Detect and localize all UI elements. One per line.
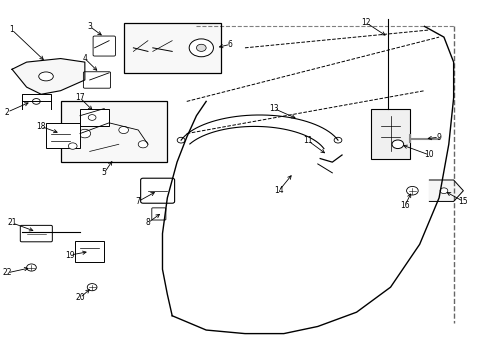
Circle shape: [177, 137, 184, 143]
Text: 13: 13: [269, 104, 278, 113]
Text: 1: 1: [10, 26, 15, 35]
Circle shape: [119, 126, 128, 134]
Text: 5: 5: [102, 168, 106, 177]
Text: 17: 17: [75, 93, 84, 102]
Text: 18: 18: [36, 122, 46, 131]
Text: 22: 22: [2, 268, 12, 277]
Circle shape: [32, 99, 40, 104]
Circle shape: [196, 44, 206, 51]
Circle shape: [333, 137, 341, 143]
Circle shape: [406, 186, 417, 195]
Bar: [370, 109, 409, 158]
Text: 4: 4: [82, 54, 87, 63]
Bar: [123, 23, 220, 73]
Bar: [46, 123, 80, 148]
Polygon shape: [12, 59, 85, 94]
Text: 15: 15: [458, 197, 467, 206]
Text: 11: 11: [303, 136, 312, 145]
Polygon shape: [428, 180, 463, 202]
FancyBboxPatch shape: [93, 36, 115, 56]
FancyBboxPatch shape: [20, 225, 52, 242]
FancyBboxPatch shape: [151, 208, 165, 220]
Text: 7: 7: [136, 197, 141, 206]
Circle shape: [439, 188, 447, 194]
Text: 14: 14: [274, 186, 283, 195]
Text: 10: 10: [424, 150, 433, 159]
Circle shape: [87, 284, 97, 291]
Text: 20: 20: [75, 293, 84, 302]
Circle shape: [68, 143, 77, 149]
Circle shape: [88, 114, 96, 120]
Text: 21: 21: [7, 219, 17, 228]
Text: 2: 2: [5, 108, 10, 117]
Ellipse shape: [39, 72, 53, 81]
Text: 9: 9: [436, 132, 441, 141]
Bar: [80, 109, 109, 126]
Circle shape: [138, 141, 148, 148]
Circle shape: [79, 129, 90, 138]
Circle shape: [26, 264, 36, 271]
Text: 12: 12: [361, 18, 370, 27]
FancyBboxPatch shape: [83, 72, 110, 88]
FancyBboxPatch shape: [141, 178, 174, 203]
Circle shape: [189, 39, 213, 57]
Text: 6: 6: [227, 40, 232, 49]
Text: 8: 8: [145, 219, 150, 228]
Bar: [75, 241, 104, 262]
Text: 16: 16: [400, 201, 409, 210]
Bar: [61, 102, 167, 162]
Text: 3: 3: [87, 22, 92, 31]
Text: 19: 19: [65, 251, 75, 260]
Circle shape: [391, 140, 403, 149]
